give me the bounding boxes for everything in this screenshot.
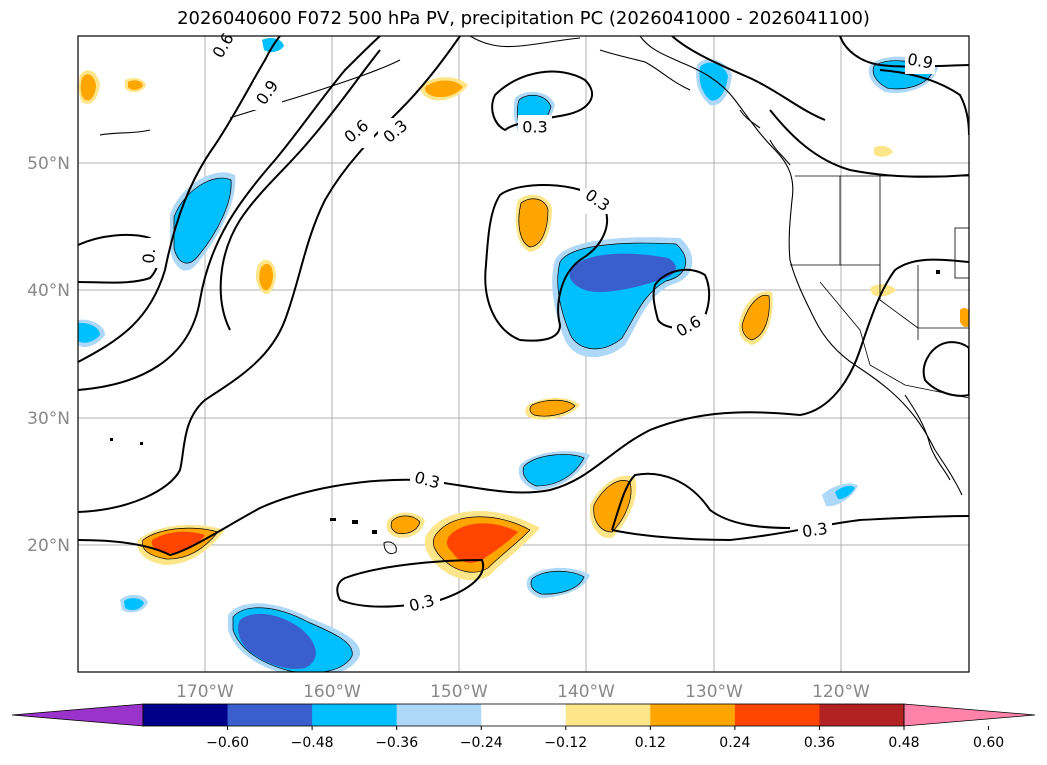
- lat-axis-labels: 50°N 40°N 30°N 20°N: [27, 154, 70, 556]
- contour-label: 0.3: [522, 118, 547, 137]
- colorbar-extend-high: [904, 704, 1035, 726]
- colorbar-tick-label: 0.48: [888, 735, 919, 751]
- lon-label: 170°W: [176, 682, 234, 702]
- lon-label: 130°W: [685, 682, 743, 702]
- contour-label: 0.9: [906, 49, 934, 72]
- lon-axis-labels: 170°W 160°W 150°W 140°W 130°W 120°W: [176, 682, 870, 702]
- colorbar-tick-label: −0.12: [544, 735, 587, 751]
- colorbar-segment: [227, 704, 313, 726]
- colorbar: −0.60 −0.48 −0.36 −0.24 −0.12 0.12 0.24 0.36 0.4…: [11, 703, 1036, 751]
- precip-positive-shading: [78, 70, 969, 581]
- colorbar-tick-label: 0.24: [719, 735, 750, 751]
- map-frame: [77, 35, 970, 673]
- colorbar-extend-low: [12, 704, 143, 726]
- colorbar-tick-label: −0.24: [460, 735, 503, 751]
- contour-label: 0.: [139, 247, 159, 264]
- precip-negative-shading: [78, 38, 938, 672]
- lon-label: 150°W: [430, 682, 488, 702]
- colorbar-tick-label: −0.60: [206, 735, 249, 751]
- colorbar-segment: [565, 704, 651, 726]
- pv-contours: [78, 36, 969, 608]
- contour-label-boxes: [140, 36, 935, 616]
- islands: [110, 270, 940, 555]
- lon-label: 120°W: [812, 682, 870, 702]
- lat-label: 30°N: [27, 409, 70, 429]
- colorbar-segment: [481, 704, 567, 726]
- colorbar-segment: [396, 704, 482, 726]
- colorbar-tick-label: 0.12: [635, 735, 666, 751]
- colorbar-segment: [734, 704, 820, 726]
- contour-label: 0.3: [801, 519, 829, 541]
- colorbar-segment: [650, 704, 736, 726]
- map-area: [78, 36, 969, 672]
- lon-label: 160°W: [303, 682, 361, 702]
- colorbar-segment: [143, 704, 229, 726]
- lat-label: 50°N: [27, 154, 70, 174]
- lat-label: 40°N: [27, 281, 70, 301]
- map-title: 2026040600 F072 500 hPa PV, precipitatio…: [177, 8, 870, 29]
- colorbar-tick-label: −0.48: [291, 735, 334, 751]
- colorbar-tick-label: 0.36: [804, 735, 835, 751]
- colorbar-tick-label: 0.60: [973, 735, 1004, 751]
- colorbar-tick-label: −0.36: [375, 735, 418, 751]
- lat-label: 20°N: [27, 536, 70, 556]
- colorbar-segment: [312, 704, 398, 726]
- colorbar-segment: [819, 704, 905, 726]
- lon-label: 140°W: [557, 682, 615, 702]
